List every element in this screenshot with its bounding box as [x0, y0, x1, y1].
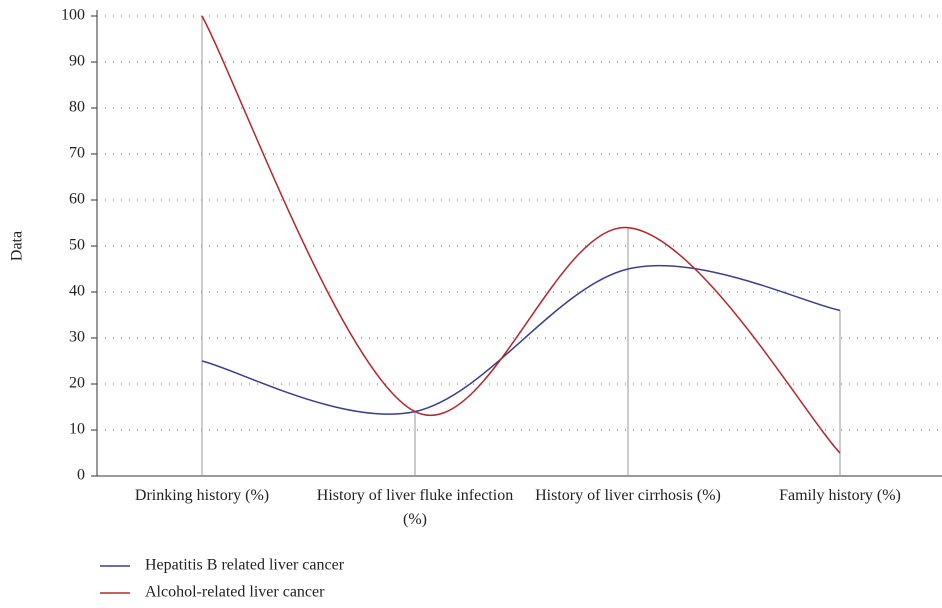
y-tick-label: 0: [77, 467, 85, 484]
y-tick-label: 10: [69, 421, 85, 438]
y-tick-label: 30: [69, 329, 85, 346]
y-tick-label: 100: [61, 7, 85, 24]
y-tick-label: 60: [69, 191, 85, 208]
legend-label: Alcohol-related liver cancer: [145, 584, 325, 601]
y-tick-label: 70: [69, 145, 85, 162]
x-tick-label: History of liver cirrhosis (%): [535, 487, 721, 504]
y-tick-label: 40: [69, 283, 85, 300]
x-tick-label: History of liver fluke infection (%): [316, 487, 514, 528]
y-tick-label: 80: [69, 99, 85, 116]
y-tick-label: 50: [69, 237, 85, 254]
y-axis-label: Data: [9, 231, 26, 261]
series-line: [201, 264, 841, 415]
series-line: [201, 15, 841, 454]
x-tick-label: Drinking history (%): [134, 487, 270, 504]
legend-label: Hepatitis B related liver cancer: [145, 557, 345, 574]
x-tick-label: Family history (%): [779, 487, 901, 504]
y-tick-label: 90: [69, 53, 85, 70]
y-tick-label: 20: [69, 375, 85, 392]
